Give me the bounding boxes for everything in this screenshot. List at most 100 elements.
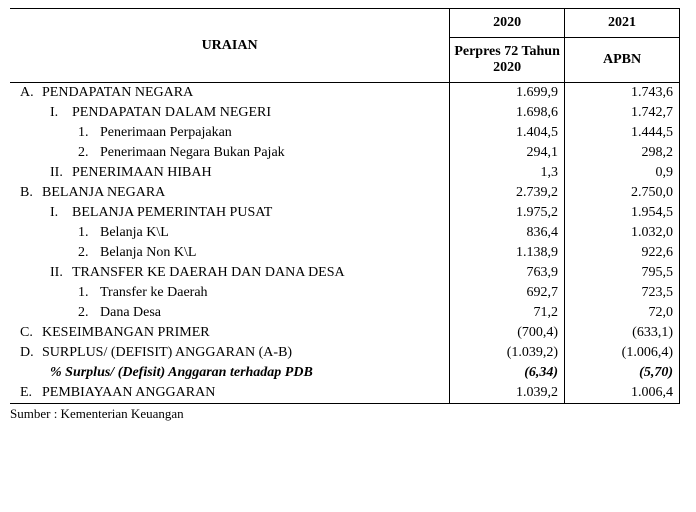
row-prefix: C.: [20, 325, 42, 341]
cell-2021: 1.032,0: [565, 223, 680, 243]
row-label-text: Transfer ke Daerah: [100, 285, 208, 300]
table-row: I.BELANJA PEMERINTAH PUSAT1.975,21.954,5: [10, 203, 680, 223]
table-row: 2.Belanja Non K\L1.138,9922,6: [10, 243, 680, 263]
cell-2020: 1.698,6: [450, 103, 565, 123]
table-body: A.PENDAPATAN NEGARA1.699,91.743,6I.PENDA…: [10, 83, 680, 404]
cell-2021: 922,6: [565, 243, 680, 263]
cell-2021: 0,9: [565, 163, 680, 183]
cell-2020: 763,9: [450, 263, 565, 283]
row-label-text: BELANJA PEMERINTAH PUSAT: [72, 205, 272, 220]
row-prefix: 2.: [78, 245, 100, 261]
cell-2020: 2.739,2: [450, 183, 565, 203]
row-label-text: SURPLUS/ (DEFISIT) ANGGARAN (A-B): [42, 345, 292, 360]
row-label-text: Dana Desa: [100, 305, 161, 320]
table-row: 1.Transfer ke Daerah692,7723,5: [10, 283, 680, 303]
row-prefix: I.: [50, 205, 72, 221]
cell-2020: 836,4: [450, 223, 565, 243]
table-row: % Surplus/ (Defisit) Anggaran terhadap P…: [10, 363, 680, 383]
row-label-text: Penerimaan Perpajakan: [100, 125, 232, 140]
row-label: I.PENDAPATAN DALAM NEGERI: [10, 103, 450, 123]
table-row: B.BELANJA NEGARA 2.739,22.750,0: [10, 183, 680, 203]
row-prefix: 1.: [78, 225, 100, 241]
cell-2021: 298,2: [565, 143, 680, 163]
row-label-text: KESEIMBANGAN PRIMER: [42, 325, 210, 340]
row-label: II.TRANSFER KE DAERAH DAN DANA DESA: [10, 263, 450, 283]
cell-2021: 1.742,7: [565, 103, 680, 123]
cell-2021: 723,5: [565, 283, 680, 303]
row-label: A.PENDAPATAN NEGARA: [10, 83, 450, 104]
table-row: 1.Belanja K\L836,41.032,0: [10, 223, 680, 243]
table-row: 2.Penerimaan Negara Bukan Pajak294,1298,…: [10, 143, 680, 163]
table-row: A.PENDAPATAN NEGARA1.699,91.743,6: [10, 83, 680, 104]
table-row: E.PEMBIAYAAN ANGGARAN1.039,21.006,4: [10, 383, 680, 404]
cell-2021: 1.006,4: [565, 383, 680, 404]
row-label: 2.Dana Desa: [10, 303, 450, 323]
row-label-text: PENDAPATAN NEGARA: [42, 85, 193, 100]
cell-2021: 1.444,5: [565, 123, 680, 143]
row-prefix: B.: [20, 185, 42, 201]
cell-2020: (700,4): [450, 323, 565, 343]
cell-2020: 1.975,2: [450, 203, 565, 223]
row-label: E.PEMBIAYAAN ANGGARAN: [10, 383, 450, 404]
cell-2021: 2.750,0: [565, 183, 680, 203]
header-sub-apbn: APBN: [565, 38, 680, 83]
row-prefix: 1.: [78, 285, 100, 301]
row-label-text: Penerimaan Negara Bukan Pajak: [100, 145, 285, 160]
table-row: II.PENERIMAAN HIBAH 1,30,9: [10, 163, 680, 183]
cell-2020: 1.404,5: [450, 123, 565, 143]
row-prefix: D.: [20, 345, 42, 361]
row-label-text: Belanja Non K\L: [100, 245, 196, 260]
row-label: 1.Transfer ke Daerah: [10, 283, 450, 303]
row-label: 1.Penerimaan Perpajakan: [10, 123, 450, 143]
header-sub-perpres: Perpres 72 Tahun 2020: [450, 38, 565, 83]
table-row: I.PENDAPATAN DALAM NEGERI1.698,61.742,7: [10, 103, 680, 123]
row-prefix: E.: [20, 385, 42, 401]
row-label-text: TRANSFER KE DAERAH DAN DANA DESA: [72, 265, 345, 280]
row-prefix: A.: [20, 85, 42, 101]
cell-2020: 692,7: [450, 283, 565, 303]
row-label-text: Belanja K\L: [100, 225, 169, 240]
row-label: 2.Penerimaan Negara Bukan Pajak: [10, 143, 450, 163]
cell-2021: 795,5: [565, 263, 680, 283]
header-year-2020: 2020: [450, 9, 565, 38]
cell-2021: 1.954,5: [565, 203, 680, 223]
row-prefix: 2.: [78, 145, 100, 161]
row-prefix: II.: [50, 265, 72, 281]
row-label: D.SURPLUS/ (DEFISIT) ANGGARAN (A-B): [10, 343, 450, 363]
row-label-text: PENERIMAAN HIBAH: [72, 165, 212, 180]
row-prefix: II.: [50, 165, 72, 181]
row-label-text: BELANJA NEGARA: [42, 185, 165, 200]
row-label-text: PENDAPATAN DALAM NEGERI: [72, 105, 271, 120]
table-row: II.TRANSFER KE DAERAH DAN DANA DESA763,9…: [10, 263, 680, 283]
source-note: Sumber : Kementerian Keuangan: [10, 406, 686, 422]
header-uraian: URAIAN: [10, 9, 450, 83]
cell-2020: (1.039,2): [450, 343, 565, 363]
cell-2021: 1.743,6: [565, 83, 680, 104]
budget-table: URAIAN 2020 2021 Perpres 72 Tahun 2020 A…: [10, 8, 680, 404]
cell-2020: 1.039,2: [450, 383, 565, 404]
cell-2021: (1.006,4): [565, 343, 680, 363]
row-label: % Surplus/ (Defisit) Anggaran terhadap P…: [10, 363, 450, 383]
cell-2020: 294,1: [450, 143, 565, 163]
table-row: 2.Dana Desa71,272,0: [10, 303, 680, 323]
cell-2020: (6,34): [450, 363, 565, 383]
cell-2021: (633,1): [565, 323, 680, 343]
row-label: C.KESEIMBANGAN PRIMER: [10, 323, 450, 343]
cell-2020: 1,3: [450, 163, 565, 183]
row-prefix: 2.: [78, 305, 100, 321]
table-row: D.SURPLUS/ (DEFISIT) ANGGARAN (A-B)(1.03…: [10, 343, 680, 363]
table-row: 1.Penerimaan Perpajakan1.404,51.444,5: [10, 123, 680, 143]
cell-2020: 1.699,9: [450, 83, 565, 104]
row-label-text: % Surplus/ (Defisit) Anggaran terhadap P…: [50, 365, 313, 380]
row-label: 2.Belanja Non K\L: [10, 243, 450, 263]
row-prefix: I.: [50, 105, 72, 121]
row-label-text: PEMBIAYAAN ANGGARAN: [42, 385, 215, 400]
row-prefix: 1.: [78, 125, 100, 141]
cell-2021: (5,70): [565, 363, 680, 383]
cell-2020: 71,2: [450, 303, 565, 323]
row-label: I.BELANJA PEMERINTAH PUSAT: [10, 203, 450, 223]
header-year-2021: 2021: [565, 9, 680, 38]
table-row: C.KESEIMBANGAN PRIMER(700,4)(633,1): [10, 323, 680, 343]
row-label: 1.Belanja K\L: [10, 223, 450, 243]
cell-2021: 72,0: [565, 303, 680, 323]
